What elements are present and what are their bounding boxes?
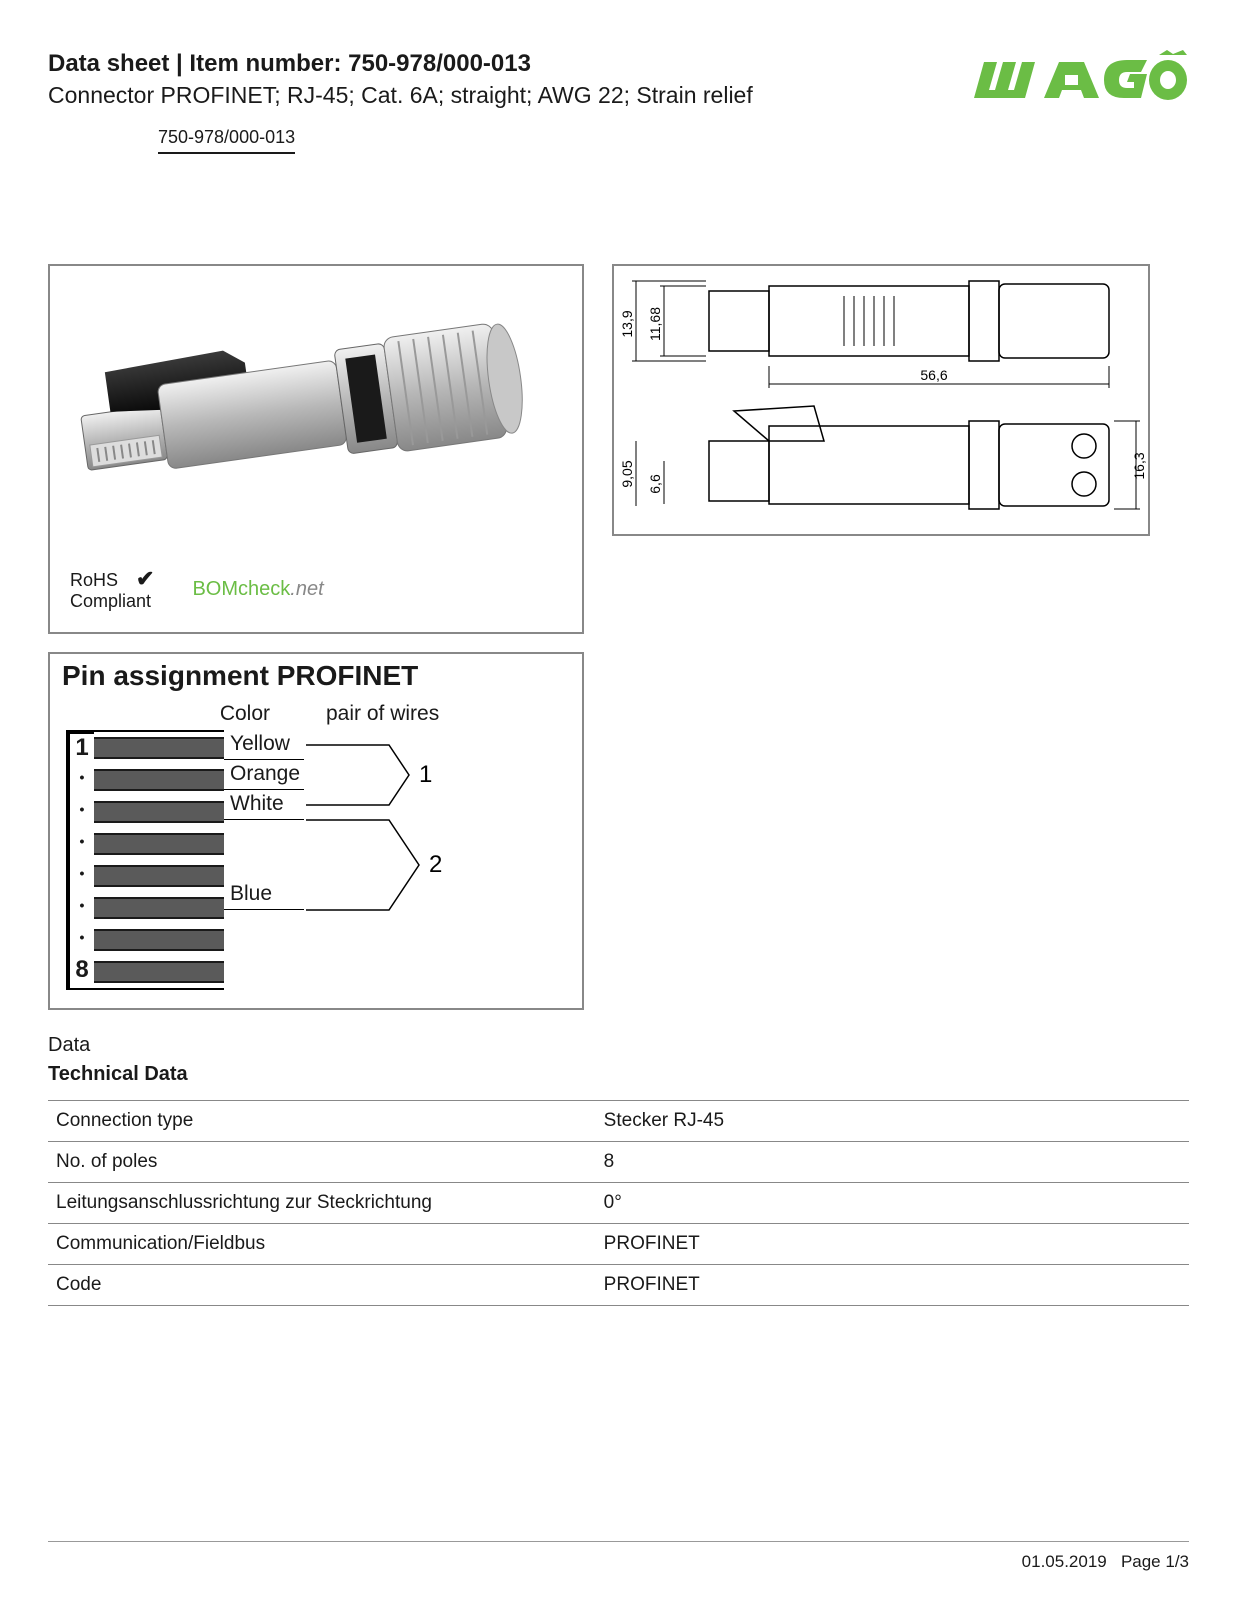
footer-page: Page 1/3 [1121,1552,1189,1571]
document-header: Data sheet | Item number: 750-978/000-01… [48,50,1189,154]
spec-val: PROFINET [596,1265,1189,1306]
color-blue: Blue [224,880,304,910]
table-row: Communication/FieldbusPROFINET [48,1224,1189,1265]
table-row: Leitungsanschlussrichtung zur Steckricht… [48,1183,1189,1224]
spec-key: Leitungsanschlussrichtung zur Steckricht… [48,1183,596,1224]
product-render-image [50,296,540,496]
bomcheck-badge: BOMcheck.net [192,578,323,601]
dim-9-05: 9,05 [619,460,635,487]
technical-drawing-box: 13,9 11,68 56,6 9,05 6,6 16,3 [612,264,1150,536]
table-row: Connection typeStecker RJ-45 [48,1101,1189,1142]
pair-1: 1 [419,761,432,788]
dim-6-6: 6,6 [647,474,663,494]
spec-key: Communication/Fieldbus [48,1224,596,1265]
pin-diagram: Color pair of wires 1 • • • • • • 8 Yell… [50,696,582,1008]
pair-2: 2 [429,851,442,878]
rohs-text: RoHS [70,570,118,590]
rohs-compliant: Compliant [70,591,151,611]
compliance-badges: RoHS ✔ Compliant BOMcheck.net [70,566,324,612]
pair-brackets: 1 2 [304,730,484,930]
footer-date: 01.05.2019 [1022,1552,1107,1571]
dim-56-6: 56,6 [920,367,947,383]
bomcheck-text: BOMcheck [192,578,290,600]
product-photo-box: RoHS ✔ Compliant BOMcheck.net [48,264,584,634]
pin-headers: Color pair of wires [66,702,570,726]
spec-val: 8 [596,1142,1189,1183]
spec-val: PROFINET [596,1224,1189,1265]
technical-data-heading: Technical Data [48,1063,1189,1086]
check-icon: ✔ [136,566,154,591]
pin-assignment-title: Pin assignment PROFINET [50,654,582,696]
rohs-badge: RoHS ✔ Compliant [70,566,154,612]
pin-table: 1 • • • • • • 8 [66,730,224,990]
title-prefix: Data sheet | Item number: [48,50,348,77]
technical-drawing: 13,9 11,68 56,6 9,05 6,6 16,3 [614,266,1152,538]
title-item-number: 750-978/000-013 [348,50,531,77]
figures-row: RoHS ✔ Compliant BOMcheck.net [48,264,1189,634]
spec-key: No. of poles [48,1142,596,1183]
spec-val: 0° [596,1183,1189,1224]
spec-val: Stecker RJ-45 [596,1101,1189,1142]
subtitle: Connector PROFINET; RJ-45; Cat. 6A; stra… [48,82,969,109]
pin-col-pair: pair of wires [276,702,570,726]
title-line: Data sheet | Item number: 750-978/000-01… [48,50,969,78]
spec-key: Code [48,1265,596,1306]
pin-1: 1 [68,732,94,764]
dim-16-3: 16,3 [1131,452,1147,479]
spec-key: Connection type [48,1101,596,1142]
pin-8: 8 [68,956,94,988]
color-white: White [224,790,304,820]
color-yellow: Yellow [224,730,304,760]
table-row: No. of poles8 [48,1142,1189,1183]
bomcheck-net: .net [290,578,323,600]
item-number-link[interactable]: 750-978/000-013 [158,127,295,154]
dim-11-68: 11,68 [647,307,663,341]
pin-col-color: Color [66,702,276,726]
spec-table: Connection typeStecker RJ-45 No. of pole… [48,1100,1189,1306]
header-text-block: Data sheet | Item number: 750-978/000-01… [48,50,969,154]
pin-assignment-box: Pin assignment PROFINET Color pair of wi… [48,652,584,1010]
dim-13-9: 13,9 [619,310,635,337]
data-heading: Data [48,1034,1189,1057]
color-orange: Orange [224,760,304,790]
table-row: CodePROFINET [48,1265,1189,1306]
wago-logo [969,50,1189,110]
page-footer: 01.05.2019 Page 1/3 [48,1541,1189,1572]
